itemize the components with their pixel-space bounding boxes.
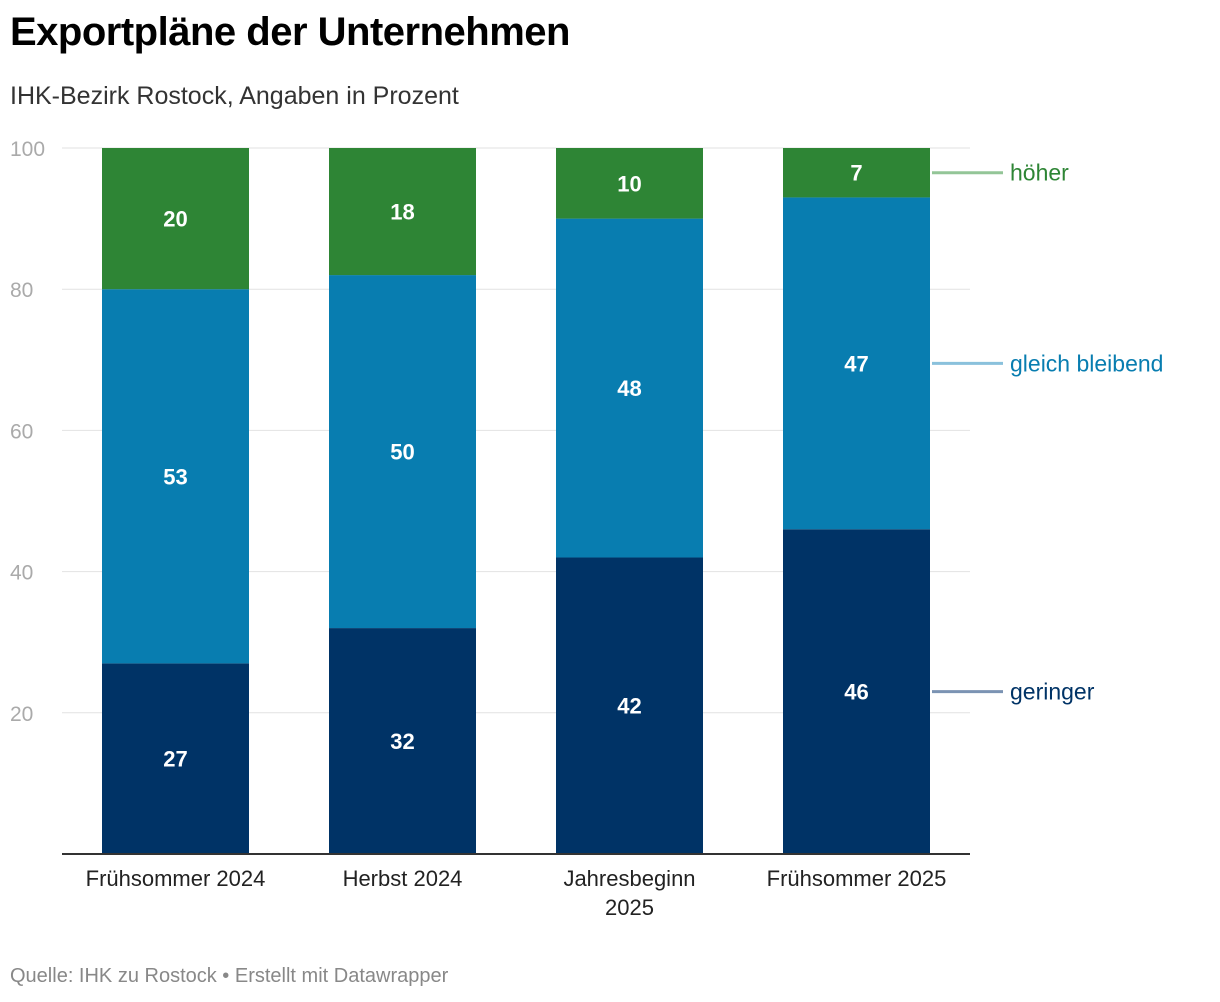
data-label: 42	[617, 694, 641, 719]
data-label: 10	[617, 171, 641, 196]
bar-segment-höher	[783, 148, 930, 198]
x-tick-label: Frühsommer 2025	[767, 866, 947, 891]
bar-segment-gleich-bleibend	[329, 275, 476, 629]
bar-segment-geringer	[102, 663, 249, 854]
data-label: 20	[163, 207, 187, 232]
y-tick-label: 20	[10, 703, 33, 726]
data-label: 27	[163, 747, 187, 772]
bar-segment-geringer	[556, 557, 703, 854]
legend-label-höher: höher	[1010, 160, 1069, 186]
data-label: 50	[390, 440, 414, 465]
data-label: 53	[163, 464, 187, 489]
bar-segment-höher	[102, 148, 249, 290]
y-tick-label: 60	[10, 420, 33, 443]
legend-label-geringer: geringer	[1010, 679, 1095, 705]
bar-segment-gleich-bleibend	[783, 197, 930, 530]
y-tick-label: 100	[10, 138, 45, 161]
x-tick-label: Herbst 2024	[343, 866, 463, 891]
y-tick-label: 40	[10, 562, 33, 585]
data-label: 47	[844, 351, 868, 376]
chart-subtitle: IHK-Bezirk Rostock, Angaben in Prozent	[10, 82, 459, 110]
data-label: 18	[390, 200, 414, 225]
x-tick-label: 2025	[605, 895, 654, 920]
data-label: 48	[617, 376, 641, 401]
data-label: 32	[390, 729, 414, 754]
x-tick-label: Jahresbeginn	[563, 866, 695, 891]
data-label: 7	[850, 161, 862, 186]
y-tick-label: 80	[10, 279, 33, 302]
source-note: Quelle: IHK zu Rostock • Erstellt mit Da…	[10, 965, 449, 987]
bar-segment-höher	[556, 148, 703, 219]
bar-segment-gleich-bleibend	[556, 218, 703, 558]
bar-segment-höher	[329, 148, 476, 276]
data-label: 46	[844, 680, 868, 705]
bar-segment-geringer	[783, 529, 930, 854]
legend-label-gleich-bleibend: gleich bleibend	[1010, 350, 1163, 376]
bar-segment-geringer	[329, 628, 476, 854]
chart-title: Exportpläne der Unternehmen	[10, 10, 570, 54]
bar-segment-gleich-bleibend	[102, 289, 249, 664]
x-tick-label: Frühsommer 2024	[86, 866, 266, 891]
